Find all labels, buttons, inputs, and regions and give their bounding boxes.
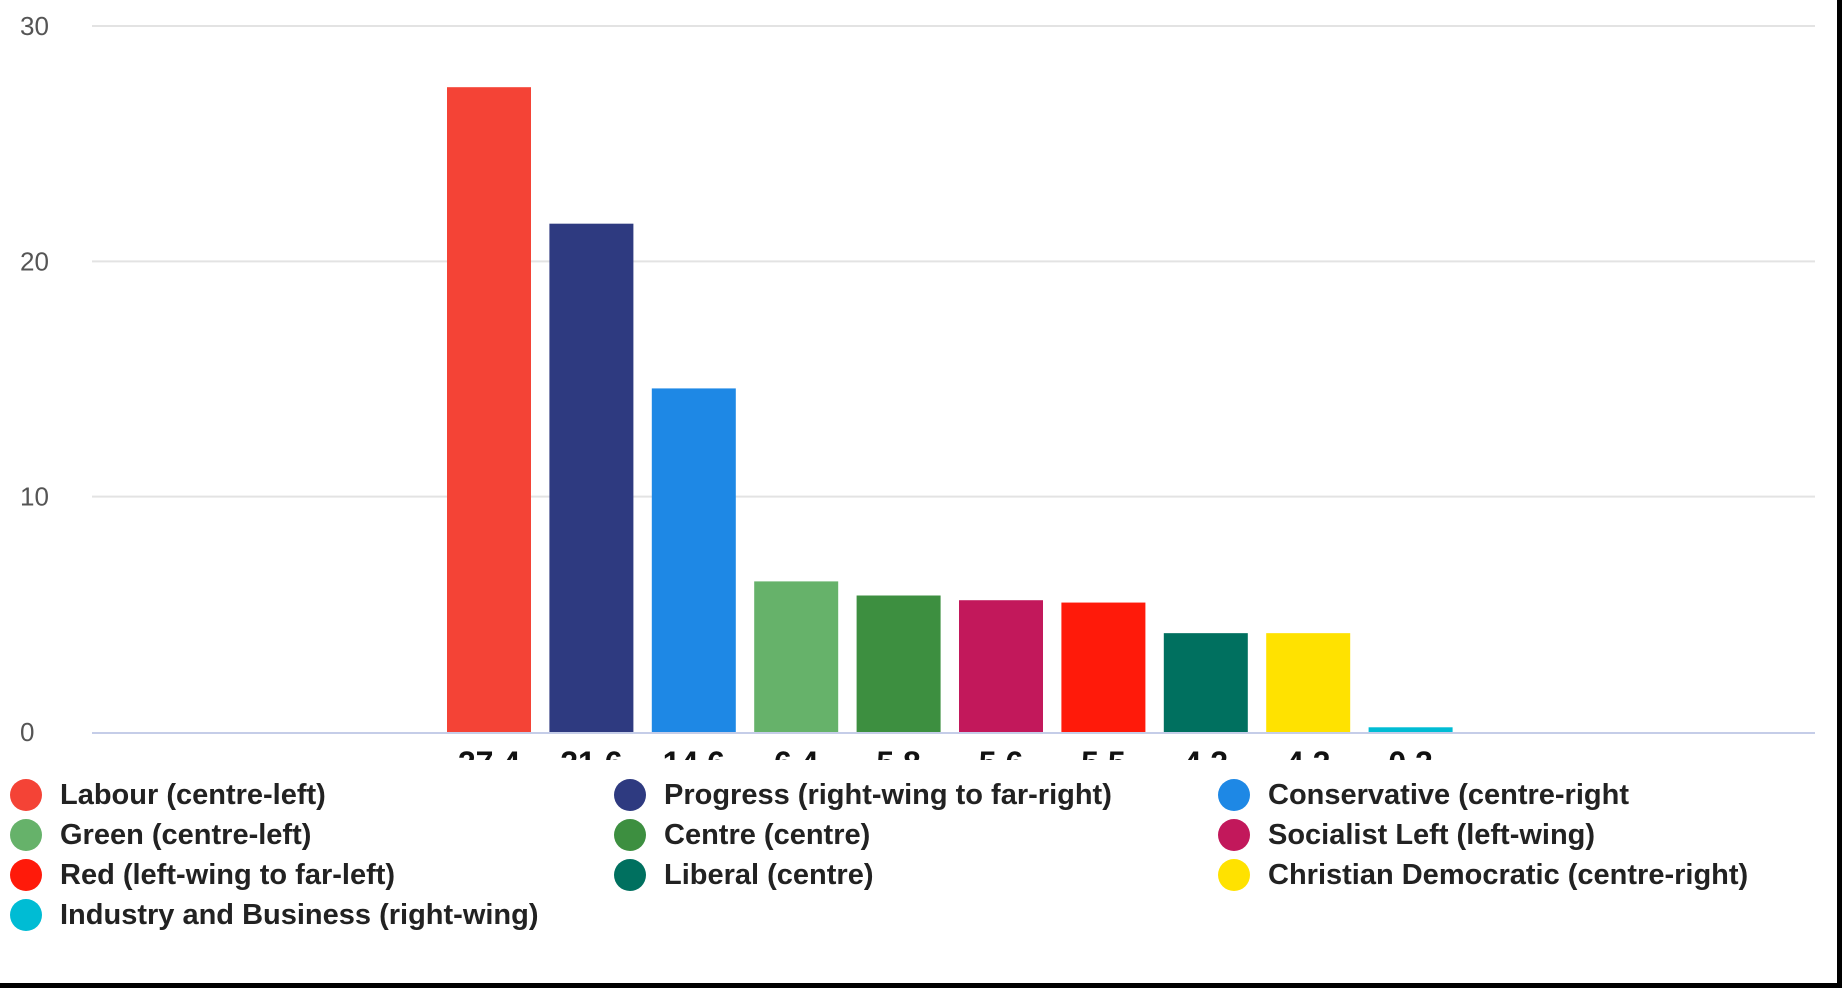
data-label-4: 5.8 <box>876 745 920 760</box>
bar-4 <box>856 595 941 732</box>
legend-label-socialist-left: Socialist Left (left-wing) <box>1268 818 1596 851</box>
data-labels: 27.4 21.6 14.6 6.4 5.8 5.6 5.5 4.2 4.2 0.2 <box>458 745 1433 760</box>
legend-label-industry-and-business: Industry and Business (right-wing) <box>60 898 539 931</box>
bar-1 <box>549 223 634 732</box>
frame-edge-right <box>1837 0 1842 988</box>
data-label-0: 27.4 <box>458 745 520 760</box>
legend-swatch-red <box>10 859 42 891</box>
y-tick-label-30: 30 <box>20 11 49 41</box>
legend-swatch-centre <box>614 819 646 851</box>
bar-5 <box>959 600 1043 732</box>
data-label-9: 0.2 <box>1388 745 1432 760</box>
legend-label-liberal: Liberal (centre) <box>664 858 874 891</box>
bar-9 <box>1368 727 1453 732</box>
bar-0 <box>447 87 531 733</box>
legend-item-christian-democratic[interactable]: Christian Democratic (centre-right) <box>1218 855 1810 895</box>
legend-label-labour: Labour (centre-left) <box>60 778 326 811</box>
legend-item-labour[interactable]: Labour (centre-left) <box>10 775 614 815</box>
bar-6 <box>1061 602 1146 732</box>
bar-2 <box>651 388 736 732</box>
legend-swatch-progress <box>614 779 646 811</box>
legend-item-conservative[interactable]: Conservative (centre-right <box>1218 775 1810 815</box>
legend-swatch-conservative <box>1218 779 1250 811</box>
legend-label-red: Red (left-wing to far-left) <box>60 858 396 891</box>
legend-swatch-industry-and-business <box>10 899 42 931</box>
bar-8 <box>1266 633 1351 732</box>
legend-label-green: Green (centre-left) <box>60 818 312 851</box>
data-label-6: 5.5 <box>1081 745 1125 760</box>
data-label-5: 5.6 <box>979 745 1023 760</box>
legend-swatch-labour <box>10 779 42 811</box>
bar-7 <box>1163 633 1248 732</box>
data-label-8: 4.2 <box>1286 745 1330 760</box>
legend-label-conservative: Conservative (centre-right <box>1268 778 1629 811</box>
bar-chart: 0 10 20 30 27.4 21.6 14.6 6.4 5.8 5.6 5.5 4.2 4.2 0.… <box>20 11 1815 760</box>
grid-lines <box>92 25 1815 498</box>
legend-swatch-christian-democratic <box>1218 859 1250 891</box>
legend-swatch-green <box>10 819 42 851</box>
legend-label-christian-democratic: Christian Democratic (centre-right) <box>1268 858 1749 891</box>
legend-item-industry-and-business[interactable]: Industry and Business (right-wing) <box>10 895 614 935</box>
frame-edge-bottom <box>0 983 1842 988</box>
legend-item-socialist-left[interactable]: Socialist Left (left-wing) <box>1218 815 1810 855</box>
data-label-2: 14.6 <box>663 745 725 760</box>
legend-label-progress: Progress (right-wing to far-right) <box>664 778 1112 811</box>
y-axis-tick-labels: 0 10 20 30 <box>20 11 49 747</box>
bar-3 <box>754 581 839 732</box>
y-tick-label-0: 0 <box>20 717 34 747</box>
data-label-7: 4.2 <box>1184 745 1228 760</box>
legend-label-centre: Centre (centre) <box>664 818 871 851</box>
legend-item-red[interactable]: Red (left-wing to far-left) <box>10 855 614 895</box>
legend-swatch-socialist-left <box>1218 819 1250 851</box>
data-label-3: 6.4 <box>774 745 819 760</box>
bars <box>447 87 1453 733</box>
legend-item-green[interactable]: Green (centre-left) <box>10 815 614 855</box>
y-tick-label-10: 10 <box>20 482 49 512</box>
y-tick-label-20: 20 <box>20 246 49 276</box>
legend-item-liberal[interactable]: Liberal (centre) <box>614 855 1218 895</box>
data-label-1: 21.6 <box>560 745 622 760</box>
legend-swatch-liberal <box>614 859 646 891</box>
legend: Labour (centre-left) Progress (right-win… <box>10 775 1810 935</box>
legend-item-centre[interactable]: Centre (centre) <box>614 815 1218 855</box>
legend-item-progress[interactable]: Progress (right-wing to far-right) <box>614 775 1218 815</box>
